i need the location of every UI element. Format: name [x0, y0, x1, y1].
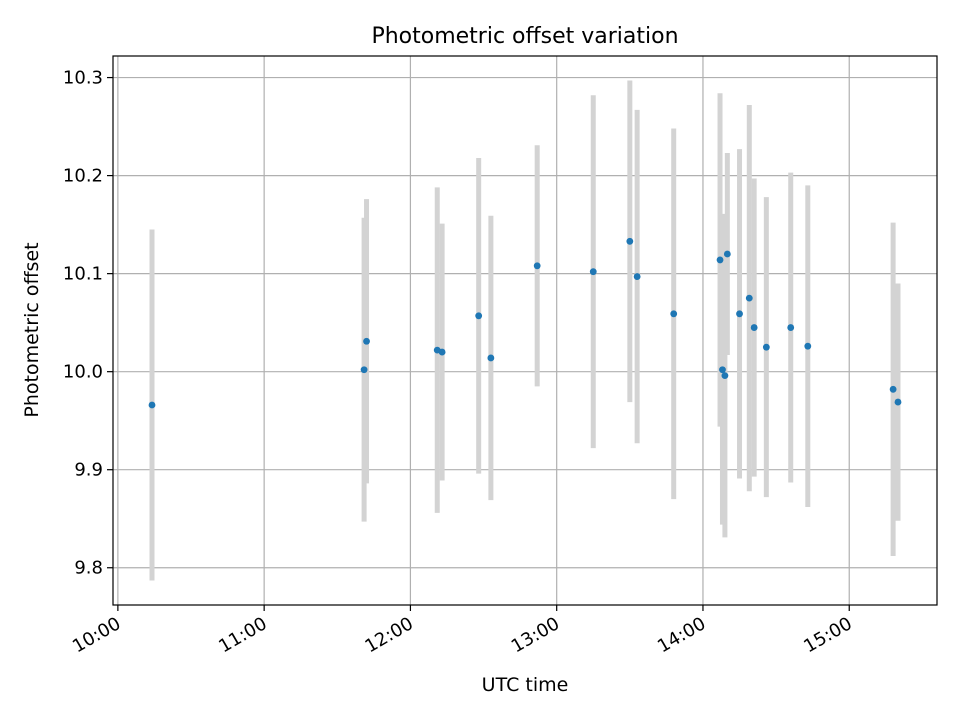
plot-frame: [112, 55, 938, 606]
data-point: [633, 273, 641, 280]
y-axis-ticks: 9.8 9.9 10.0 10.1 10.2 10.3: [63, 68, 113, 579]
y-tick-label: 10.2: [63, 166, 103, 187]
data-point: [762, 343, 770, 351]
y-tick-label: 9.8: [74, 558, 103, 579]
data-point: [736, 310, 743, 318]
y-axis-label: Photometric offset: [21, 242, 43, 417]
data-point: [148, 401, 156, 409]
data-point: [360, 366, 368, 374]
data-point: [719, 366, 726, 374]
data-point: [438, 348, 446, 356]
data-point: [670, 310, 678, 318]
data-point: [626, 237, 634, 245]
y-tick-label: 10.3: [63, 68, 103, 89]
data-point: [721, 372, 729, 379]
data-point: [716, 256, 724, 264]
data-points: [148, 237, 902, 409]
y-tick-label: 9.9: [74, 460, 103, 481]
data-point: [894, 398, 902, 406]
data-point: [889, 385, 897, 393]
data-point: [745, 294, 753, 302]
data-point: [723, 250, 731, 258]
chart-title: Photometric offset variation: [371, 24, 678, 49]
data-point: [589, 268, 597, 276]
x-axis-label: UTC time: [482, 674, 569, 696]
data-point: [750, 324, 758, 331]
data-point: [475, 312, 483, 320]
data-point: [787, 324, 795, 331]
data-point: [804, 342, 812, 350]
y-tick-label: 10.1: [63, 264, 103, 285]
data-point: [363, 337, 370, 345]
grid: [113, 56, 937, 605]
data-point: [487, 354, 495, 362]
y-tick-label: 10.0: [63, 362, 103, 383]
data-point: [533, 262, 541, 270]
